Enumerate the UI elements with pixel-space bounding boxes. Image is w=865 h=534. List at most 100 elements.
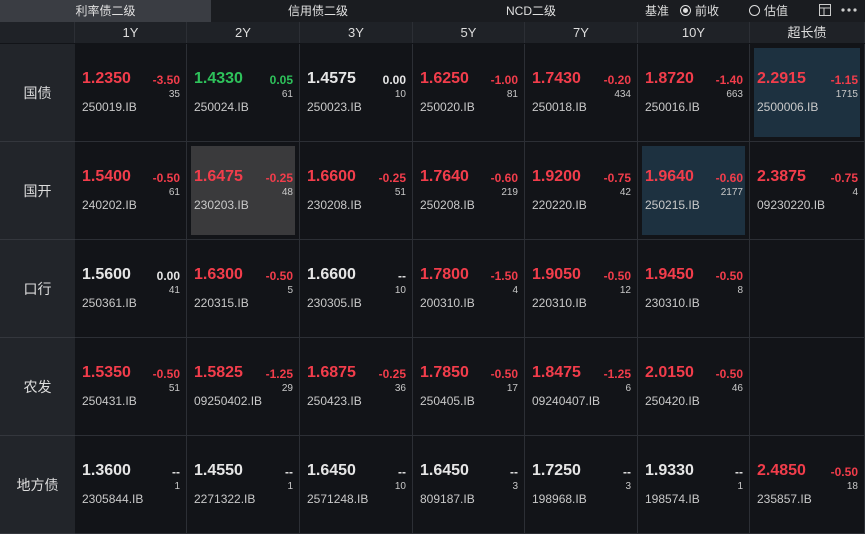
more-icon[interactable] xyxy=(840,3,858,17)
column-header: 3Y xyxy=(300,22,413,43)
volume: 12 xyxy=(619,285,631,296)
price: 1.7800 xyxy=(420,266,469,283)
bond-code: 198968.IB xyxy=(532,492,587,506)
price: 1.9640 xyxy=(645,168,694,185)
volume: 48 xyxy=(281,187,293,198)
quote-cell[interactable]: 1.6300 -0.50 5 220315.IB xyxy=(187,240,300,338)
quote-cell[interactable]: 2.3875 -0.75 4 09230220.IB xyxy=(750,142,865,240)
volume: 2177 xyxy=(720,187,743,198)
change: -1.40 xyxy=(715,73,743,87)
price: 1.5825 xyxy=(194,364,243,381)
change: -3.50 xyxy=(152,73,180,87)
quote-cell[interactable]: 1.6450 -- 3 809187.IB xyxy=(413,436,525,534)
bond-code: 2305844.IB xyxy=(82,492,144,506)
quote-cell[interactable]: 1.9050 -0.50 12 220310.IB xyxy=(525,240,638,338)
radio[interactable]: 估值 xyxy=(749,0,788,22)
quote-cell[interactable]: 1.7800 -1.50 4 200310.IB xyxy=(413,240,525,338)
price: 1.9450 xyxy=(645,266,694,283)
tab[interactable]: 信用债二级 xyxy=(287,4,348,18)
quote-cell[interactable]: 1.7850 -0.50 17 250405.IB xyxy=(413,338,525,436)
quote-cell[interactable]: 1.7250 -- 3 198968.IB xyxy=(525,436,638,534)
quote-cell[interactable]: 2.2915 -1.15 1715 2500006.IB xyxy=(750,44,865,142)
bond-code: 250016.IB xyxy=(645,100,700,114)
change: -0.60 xyxy=(490,171,518,185)
price: 1.6600 xyxy=(307,168,356,185)
bond-code: 09240407.IB xyxy=(532,394,601,408)
quote-cell[interactable]: 1.4575 0.00 10 250023.IB xyxy=(300,44,413,142)
quote-cell[interactable]: 1.5600 0.00 41 250361.IB xyxy=(75,240,187,338)
price: 1.4550 xyxy=(194,462,243,479)
bond-code: 230208.IB xyxy=(307,198,362,212)
volume: 1 xyxy=(737,481,743,492)
bond-code: 809187.IB xyxy=(420,492,475,506)
volume: 3 xyxy=(625,481,631,492)
volume: 42 xyxy=(619,187,631,198)
price: 1.7850 xyxy=(420,364,469,381)
quote-cell[interactable]: 1.4330 0.05 61 250024.IB xyxy=(187,44,300,142)
change: -0.25 xyxy=(378,367,406,381)
bond-code: 2271322.IB xyxy=(194,492,256,506)
tab[interactable]: 利率债二级 xyxy=(0,0,211,22)
column-header: 1Y xyxy=(75,22,187,43)
quote-cell[interactable]: 1.6600 -- 10 230305.IB xyxy=(300,240,413,338)
quote-cell[interactable]: 1.9200 -0.75 42 220220.IB xyxy=(525,142,638,240)
highlight xyxy=(642,146,745,235)
quote-cell[interactable]: 1.9640 -0.60 2177 250215.IB xyxy=(638,142,750,240)
quote-cell[interactable]: 1.5400 -0.50 61 240202.IB xyxy=(75,142,187,240)
volume: 18 xyxy=(846,481,858,492)
quote-cell[interactable]: 1.6600 -0.25 51 230208.IB xyxy=(300,142,413,240)
change: 0.00 xyxy=(156,269,180,283)
bond-code: 220310.IB xyxy=(532,296,587,310)
quote-cell[interactable]: 1.2350 -3.50 35 250019.IB xyxy=(75,44,187,142)
quote-cell[interactable]: 1.6250 -1.00 81 250020.IB xyxy=(413,44,525,142)
quote-cell[interactable]: 1.6475 -0.25 48 230203.IB xyxy=(187,142,300,240)
bond-code: 220220.IB xyxy=(532,198,587,212)
bond-code: 230203.IB xyxy=(194,198,249,212)
quote-cell[interactable]: 1.3600 -- 1 2305844.IB xyxy=(75,436,187,534)
price: 1.2350 xyxy=(82,70,131,87)
row-label: 地方债 xyxy=(0,436,75,534)
change: -0.50 xyxy=(603,269,631,283)
quote-cell[interactable]: 2.4850 -0.50 18 235857.IB xyxy=(750,436,865,534)
radio[interactable]: 前收 xyxy=(680,0,719,22)
quote-cell[interactable]: 1.5350 -0.50 51 250431.IB xyxy=(75,338,187,436)
layout-icon[interactable] xyxy=(818,3,832,17)
change: -0.75 xyxy=(603,171,631,185)
volume: 663 xyxy=(726,89,743,100)
quote-cell[interactable]: 1.6450 -- 10 2571248.IB xyxy=(300,436,413,534)
price: 1.3600 xyxy=(82,462,131,479)
volume: 3 xyxy=(512,481,518,492)
row-label: 国开 xyxy=(0,142,75,240)
quote-cell[interactable]: 1.5825 -1.25 29 09250402.IB xyxy=(187,338,300,436)
quote-cell[interactable]: 1.7640 -0.60 219 250208.IB xyxy=(413,142,525,240)
price: 1.8475 xyxy=(532,364,581,381)
quote-cell[interactable]: 1.6875 -0.25 36 250423.IB xyxy=(300,338,413,436)
column-header: 超长债 xyxy=(750,22,865,43)
quote-cell[interactable]: 1.8475 -1.25 6 09240407.IB xyxy=(525,338,638,436)
price: 1.4330 xyxy=(194,70,243,87)
bond-code: 2500006.IB xyxy=(757,100,819,114)
change: -0.75 xyxy=(830,171,858,185)
quote-cell[interactable]: 1.4550 -- 1 2271322.IB xyxy=(187,436,300,534)
quote-cell[interactable]: 2.0150 -0.50 46 250420.IB xyxy=(638,338,750,436)
bond-code: 09250402.IB xyxy=(194,394,263,408)
quote-cell[interactable]: 1.8720 -1.40 663 250016.IB xyxy=(638,44,750,142)
quote-cell[interactable]: 1.9330 -- 1 198574.IB xyxy=(638,436,750,534)
bond-code: 250018.IB xyxy=(532,100,587,114)
quote-cell[interactable]: 1.9450 -0.50 8 230310.IB xyxy=(638,240,750,338)
highlight xyxy=(191,146,295,235)
volume: 61 xyxy=(168,187,180,198)
benchmark-label: 基准 xyxy=(645,4,670,18)
tab[interactable]: NCD二级 xyxy=(506,4,556,18)
volume: 41 xyxy=(168,285,180,296)
bond-code: 250020.IB xyxy=(420,100,475,114)
change: 0.00 xyxy=(382,73,406,87)
quote-cell[interactable]: 1.7430 -0.20 434 250018.IB xyxy=(525,44,638,142)
row-label: 农发 xyxy=(0,338,75,436)
bond-code: 230310.IB xyxy=(645,296,700,310)
price: 1.6875 xyxy=(307,364,356,381)
price: 1.6475 xyxy=(194,168,243,185)
volume: 81 xyxy=(506,89,518,100)
volume: 1 xyxy=(287,481,293,492)
